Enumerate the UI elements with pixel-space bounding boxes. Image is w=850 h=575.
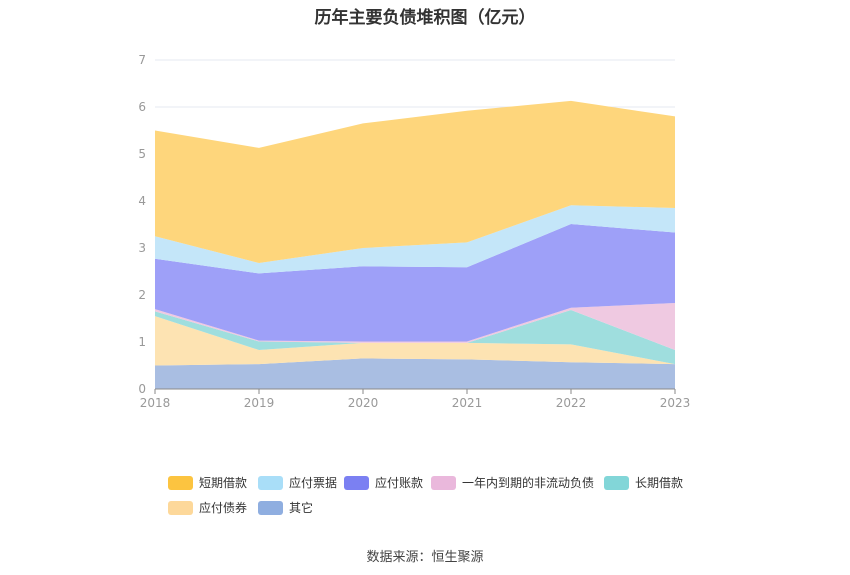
legend-swatch	[168, 475, 193, 490]
legend-item-long-term-loans[interactable]: 长期借款	[604, 474, 683, 491]
y-tick-label: 1	[138, 335, 146, 349]
legend-swatch	[258, 500, 283, 515]
area-series-应付票据[interactable]	[155, 205, 675, 274]
x-tick-label: 2022	[556, 396, 587, 410]
x-tick-label: 2020	[348, 396, 379, 410]
legend-item-current-noncurrent-liabilities[interactable]: 一年内到期的非流动负债	[431, 474, 594, 491]
area-series-其它[interactable]	[155, 358, 675, 389]
y-tick-label: 7	[138, 53, 146, 67]
area-series-group	[155, 100, 675, 389]
y-tick-label: 4	[138, 194, 146, 208]
legend-item-other[interactable]: 其它	[258, 499, 313, 516]
axes: 0 1 2 3 4 5 6 7 2018 2019 2020 2021 2022 2023	[138, 53, 690, 410]
legend-item-short-term-loans[interactable]: 短期借款	[168, 474, 247, 491]
y-tick-label: 3	[138, 241, 146, 255]
legend-swatch	[258, 475, 283, 490]
y-tick-label: 0	[138, 382, 146, 396]
legend-swatch	[344, 475, 369, 490]
y-tick-label: 5	[138, 147, 146, 161]
legend-label: 应付债券	[199, 501, 248, 515]
legend-swatch	[168, 500, 193, 515]
legend-item-notes-payable[interactable]: 应付票据	[258, 474, 337, 491]
source-note: 数据来源：恒生聚源	[366, 550, 484, 565]
x-tick-label: 2018	[140, 396, 171, 410]
legend-label: 短期借款	[199, 476, 248, 490]
y-tick-label: 6	[138, 100, 146, 114]
legend-item-bonds-payable[interactable]: 应付债券	[168, 499, 247, 516]
chart-title: 历年主要负债堆积图（亿元）	[314, 8, 536, 28]
y-tick-label: 2	[138, 288, 146, 302]
legend-label: 应付票据	[289, 476, 338, 490]
x-tick-label: 2021	[452, 396, 483, 410]
area-series-长期借款[interactable]	[155, 310, 675, 365]
x-tick-label: 2023	[660, 396, 691, 410]
x-tick-label: 2019	[244, 396, 275, 410]
area-series-一年内到期的非流动负债[interactable]	[155, 303, 675, 350]
area-series-应付账款[interactable]	[155, 224, 675, 342]
legend-swatch	[604, 475, 629, 490]
legend-label: 一年内到期的非流动负债	[462, 476, 595, 490]
area-series-应付债券[interactable]	[155, 316, 675, 366]
area-series-短期借款[interactable]	[155, 100, 675, 264]
legend-label: 应付账款	[375, 476, 424, 490]
legend-swatch	[431, 475, 456, 490]
legend-label: 长期借款	[635, 476, 684, 490]
legend-item-accounts-payable[interactable]: 应付账款	[344, 474, 423, 491]
legend-label: 其它	[289, 501, 314, 515]
